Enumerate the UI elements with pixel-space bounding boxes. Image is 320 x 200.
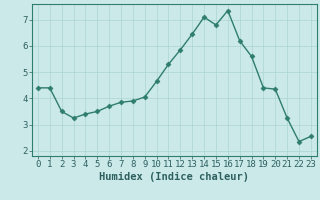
X-axis label: Humidex (Indice chaleur): Humidex (Indice chaleur) <box>100 172 249 182</box>
